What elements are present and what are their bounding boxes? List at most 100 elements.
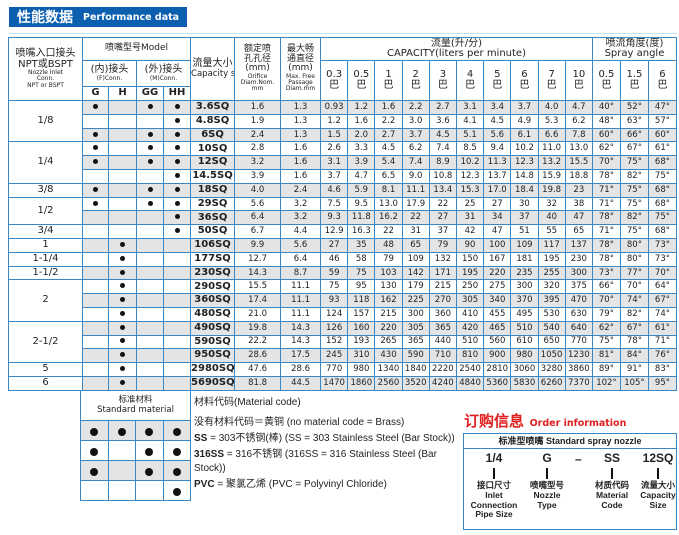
capacity-value: 12.9 [320, 224, 349, 239]
available-dot-icon [93, 186, 98, 192]
spray-angle-value: 60° [591, 127, 621, 143]
header-line: 流量(升/分) [430, 37, 483, 49]
order-label: 喷嘴型号 [529, 480, 564, 490]
orifice-diameter: 9.9 [234, 237, 282, 253]
capacity-value: 6.2 [401, 141, 430, 157]
capacity-value: 470 [564, 293, 593, 308]
pressure-value: 1.5 [626, 69, 643, 80]
pressure-value: 2 [412, 69, 419, 80]
header-line: 最大畅 [287, 44, 315, 55]
capacity-value: 3.7 [320, 168, 349, 184]
model-hh-cell [162, 210, 192, 226]
capacity-value: 245 [320, 348, 349, 364]
model-gg-cell [136, 334, 164, 350]
table-row: 1-1/4 177SQ 12.7 6.4 46 58 79 109 132 150 167 181 19… [8, 251, 678, 267]
capacity-value: 4.5 [483, 113, 512, 129]
model-gg-cell [136, 251, 164, 267]
capacity-value: 3.7 [510, 100, 539, 115]
order-part: SS 材质代码 Material Code [586, 451, 638, 510]
table-row: 1/4 10SQ 2.8 1.6 2.6 3.3 4.5 6.2 7.4 8.5 9.4 10.2 11… [8, 141, 678, 184]
capacity-value: 5.4 [374, 155, 403, 170]
spray-angle-value: 64° [647, 279, 678, 295]
model-gg-cell [136, 375, 164, 391]
material-code-line: PVC = 聚氯乙烯 (PVC = Polyvinyl Chloride) [194, 478, 456, 492]
spray-angle-value: 70° [619, 279, 649, 295]
inlet-size: 1-1/4 [8, 251, 83, 267]
capacity-value: 6.5 [374, 168, 403, 184]
capacity-value: 900 [483, 348, 512, 364]
capacity-value: 16.3 [347, 224, 376, 239]
order-part: G 喷嘴型号 Nozzle Type [524, 451, 570, 510]
order-title-en: Order information [529, 418, 627, 429]
order-title-cn: 订购信息 [464, 412, 525, 430]
header-row: (内)接头 (F)Conn. (外)接头 (M)Conn. 0.3 巴 0.5 巴 1 巴 2 巴 3 巴… [9, 60, 678, 101]
model-g-cell [82, 293, 109, 308]
model-type-h: H [108, 86, 137, 101]
capacity-value: 9.4 [483, 141, 512, 157]
capacity-value: 440 [428, 334, 457, 350]
material-code: 316SS [194, 449, 225, 460]
spray-angle-value: 78° [591, 168, 621, 184]
table-row: 2 290SQ 15.5 11.1 75 95 130 179 215 250 275 300 320 3… [8, 279, 678, 322]
available-dot-icon [174, 200, 180, 206]
model-h-cell [108, 362, 137, 377]
legend-cell [80, 480, 109, 501]
pressure-unit: 巴 [546, 79, 557, 91]
capacity-value: 590 [401, 348, 430, 364]
header-line: Conn. [36, 75, 55, 83]
free-passage: 14.3 [280, 334, 322, 350]
free-passage: 1.3 [280, 100, 322, 115]
order-label: 流量大小 [640, 480, 675, 490]
capacity-value: 109 [510, 237, 539, 253]
available-dot-icon [120, 241, 125, 247]
available-dot-icon [147, 145, 153, 151]
spray-angle-value: 48° [591, 113, 621, 129]
capacity-value: 3.6 [428, 113, 457, 129]
pressure-unit: 巴 [519, 79, 530, 91]
capacity-value: 5830 [510, 375, 539, 391]
available-dot-icon [120, 352, 125, 358]
inlet-size: 3/8 [8, 182, 83, 198]
capacity-value: 1050 [537, 348, 566, 364]
capacity-value: 142 [401, 265, 430, 281]
capacity-value: 495 [510, 306, 539, 322]
capacity-value: 2.0 [347, 127, 376, 143]
model-h-cell [108, 251, 137, 267]
capacity-value: 13.4 [428, 182, 457, 198]
orifice-diameter: 3.2 [234, 155, 282, 170]
capacity-value: 10.2 [510, 141, 539, 157]
available-dot-icon [174, 172, 180, 178]
model-g-cell [82, 334, 109, 350]
capacity-value: 152 [320, 334, 349, 350]
capacity-value: 30 [510, 196, 539, 212]
table-row: 1/2 29SQ 5.6 3.2 7.5 9.5 13.0 17.9 22 25 27 30 32 38 7… [8, 196, 678, 226]
pressure-value: 4 [466, 69, 474, 80]
available-dot-icon [120, 324, 125, 330]
capacity-value: 215 [374, 306, 403, 322]
orifice-diameter: 15.5 [234, 279, 282, 295]
orifice-diameter: 81.8 [234, 375, 282, 391]
spray-angle-value: 68° [647, 224, 678, 239]
capacity-value: 305 [455, 293, 485, 308]
capacity-value: 15.5 [564, 155, 593, 170]
model-gg-cell [136, 237, 164, 253]
material-code-line: 没有材料代码＝黄铜 (no material code = Brass) [194, 416, 456, 430]
pressure-value: 6 [521, 69, 528, 80]
spray-angle-value: 52° [619, 100, 649, 115]
capacity-value: 11.8 [347, 210, 376, 226]
spray-angle-value: 82° [619, 210, 649, 226]
table-row: 1-1/2 230SQ 14.3 8.7 59 75 103 142 171 195 220 235 2… [8, 265, 678, 281]
pressure-unit: 巴 [601, 79, 612, 91]
capacity-value: 770 [564, 334, 593, 350]
order-label: Type [537, 499, 557, 510]
capacity-value: 47 [483, 224, 512, 239]
spray-angle-value: 83° [647, 362, 678, 377]
pressure-value: 5 [494, 69, 501, 80]
inlet-size: 3/4 [8, 224, 83, 239]
capacity-value: 2560 [374, 375, 403, 391]
available-dot-icon [120, 255, 125, 261]
capacity-value: 270 [428, 293, 457, 308]
model-hh-cell [162, 362, 192, 377]
